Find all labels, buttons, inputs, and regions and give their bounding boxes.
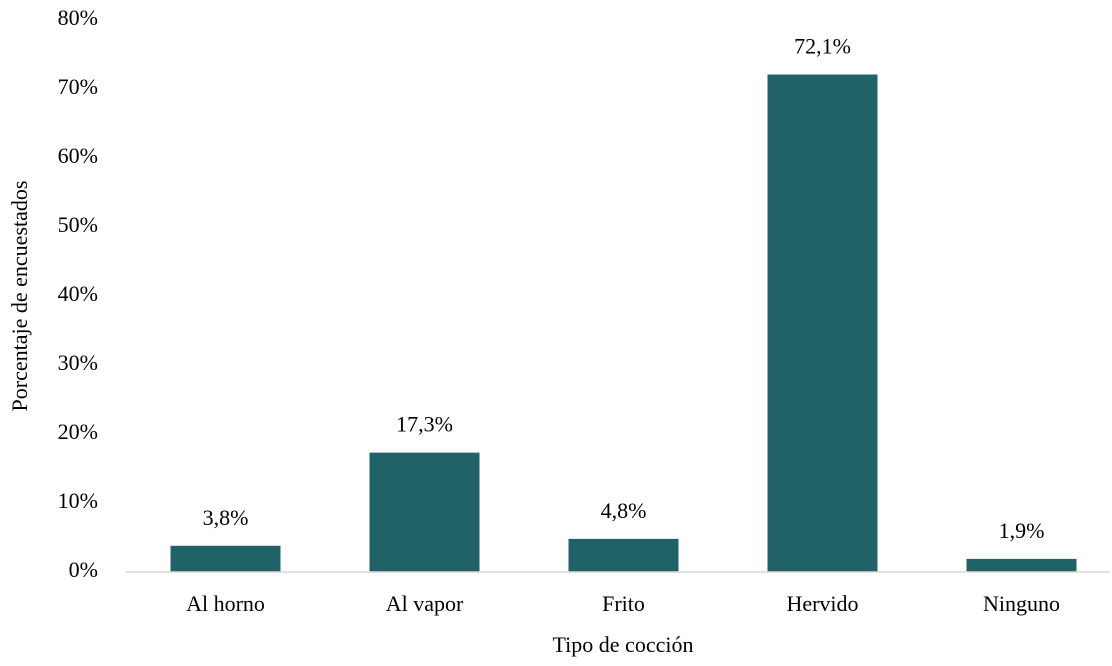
x-tick-label: Ninguno (983, 591, 1060, 616)
y-axis-title: Porcentaje de encuestados (7, 181, 32, 412)
data-label: 1,9% (999, 518, 1045, 543)
y-tick-label: 0% (69, 557, 98, 582)
x-tick-label: Frito (602, 591, 645, 616)
data-label: 17,3% (396, 412, 453, 437)
x-axis-title: Tipo de cocción (553, 632, 694, 657)
data-label: 4,8% (601, 498, 647, 523)
data-label: 72,1% (794, 34, 851, 59)
y-tick-label: 40% (58, 281, 98, 306)
bar (568, 538, 679, 572)
bar (767, 74, 878, 572)
data-label: 3,8% (203, 505, 249, 530)
y-tick-label: 60% (58, 143, 98, 168)
y-tick-label: 80% (58, 5, 98, 30)
bar (170, 545, 281, 572)
x-tick-label: Al vapor (386, 591, 464, 616)
y-tick-label: 30% (58, 350, 98, 375)
y-tick-label: 10% (58, 488, 98, 513)
x-tick-label: Hervido (786, 591, 858, 616)
x-tick-label: Al horno (186, 591, 265, 616)
y-tick-label: 50% (58, 212, 98, 237)
y-tick-label: 20% (58, 419, 98, 444)
y-tick-label: 70% (58, 74, 98, 99)
bar (369, 452, 480, 572)
bar (966, 558, 1077, 572)
